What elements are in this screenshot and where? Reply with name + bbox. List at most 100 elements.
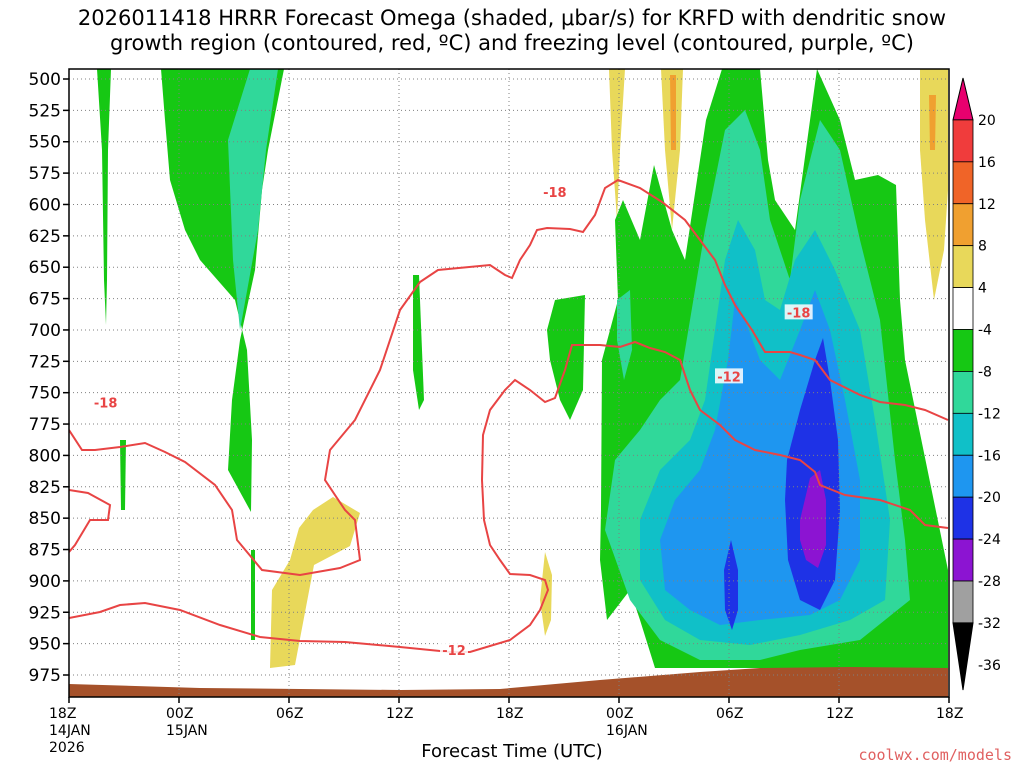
- contour-labels: -18 -18 -18 -12 -12: [91, 183, 813, 659]
- x-tick-label: 12Z: [826, 706, 853, 722]
- colorbar-label: -4: [978, 323, 992, 339]
- colorbar-segment: [952, 245, 974, 288]
- contour-minus12-lower: [69, 340, 949, 653]
- colorbar-label: -16: [978, 448, 1001, 464]
- colorbar-bottom-arrow: [952, 622, 974, 691]
- omega-band-yellow-1: [270, 497, 360, 668]
- contour-label: -18: [94, 397, 118, 412]
- colorbar-label: -32: [978, 616, 1001, 632]
- x-tick-label: 00Z: [166, 706, 193, 722]
- omega-shading: [69, 69, 948, 697]
- contour-minus18-left: [69, 178, 949, 577]
- x-tick-label: 06Z: [276, 706, 303, 722]
- y-tick-label: 750: [29, 384, 61, 404]
- contour-label: -12: [442, 644, 466, 659]
- colorbar-label: 4: [978, 281, 987, 297]
- colorbar-segment: [952, 287, 974, 330]
- contour-label-bg: [715, 368, 743, 384]
- y-tick-label: 975: [29, 666, 61, 686]
- contour-label-bg: [540, 183, 569, 199]
- omega-band-green-thin1: [413, 275, 424, 410]
- colorbar-label: -24: [978, 532, 1001, 548]
- x-axis-label: Forecast Time (UTC): [421, 741, 603, 762]
- title-line-1: 2026011418 HRRR Forecast Omega (shaded, …: [77, 6, 947, 30]
- colorbar-label: -12: [978, 406, 1001, 422]
- x-tick-label: 18Z: [49, 706, 76, 722]
- omega-band-green-thin2: [120, 440, 126, 510]
- omega-band-darkblue-low: [724, 540, 738, 630]
- colorbar-label: 8: [978, 239, 987, 255]
- omega-band-teal-left: [228, 69, 278, 330]
- colorbar-segment: [952, 412, 974, 456]
- colorbar-label: -20: [978, 490, 1001, 506]
- contour-minus18-left-lower: [69, 489, 112, 553]
- contour-label-bg: [440, 641, 468, 657]
- omega-band-teal-side: [617, 290, 632, 380]
- contour-label-bg: [784, 304, 813, 320]
- x-tick-label: 12Z: [386, 706, 413, 722]
- x-tick-label: 14JAN: [49, 723, 91, 739]
- dendritic-contours: [69, 178, 949, 653]
- grid-lines: [69, 69, 949, 697]
- y-tick-label: 550: [29, 133, 61, 153]
- x-tick-label: 15JAN: [166, 723, 208, 739]
- omega-band-yellow-3: [609, 69, 625, 220]
- colorbar-top-arrow: [952, 77, 974, 121]
- y-tick-label: 925: [29, 603, 61, 623]
- colorbar-segment: [952, 371, 974, 414]
- colorbar-label: -8: [978, 364, 992, 380]
- y-axis: 500 525 550 575 600 625 650 675 700 725 750 775 800 8…: [29, 70, 69, 686]
- y-tick-label: 700: [29, 321, 61, 341]
- colorbar-segment: [952, 329, 974, 372]
- y-tick-label: 625: [29, 227, 61, 247]
- omega-band-green-thin3: [251, 550, 255, 640]
- colorbar: 20 16 12 8 4 -4 -8 -12 -16 -20 -24 -28 -32 -36: [952, 77, 1001, 691]
- y-tick-label: 800: [29, 446, 61, 466]
- omega-band-darkblue-main: [785, 338, 840, 610]
- y-tick-label: 525: [29, 101, 61, 121]
- omega-band-orange-4: [670, 75, 676, 150]
- y-tick-label: 575: [29, 164, 61, 184]
- x-tick-label: 06Z: [716, 706, 743, 722]
- y-tick-label: 500: [29, 70, 61, 90]
- y-tick-label: 600: [29, 195, 61, 215]
- x-tick-label: 18Z: [496, 706, 523, 722]
- y-tick-label: 900: [29, 572, 61, 592]
- omega-band-green-left: [97, 69, 111, 325]
- colorbar-segment: [952, 119, 974, 163]
- x-tick-label: 16JAN: [606, 723, 648, 739]
- contour-label: -18: [543, 186, 567, 201]
- y-tick-label: 650: [29, 258, 61, 278]
- contour-label: -12: [717, 370, 741, 385]
- colorbar-label: 16: [978, 155, 996, 171]
- omega-band-yellow-5: [920, 69, 948, 300]
- colorbar-segment: [952, 203, 974, 247]
- x-tick-label: 00Z: [606, 706, 633, 722]
- colorbar-label: 20: [978, 113, 996, 129]
- y-tick-label: 725: [29, 352, 61, 372]
- colorbar-segment: [952, 161, 974, 205]
- colorbar-label: -28: [978, 574, 1001, 590]
- omega-band-green-side: [547, 295, 585, 420]
- omega-band-orange-5: [929, 95, 936, 150]
- y-tick-label: 850: [29, 509, 61, 529]
- y-tick-label: 675: [29, 290, 61, 310]
- omega-band-purple-core: [800, 470, 826, 568]
- contour-label-bg: [91, 394, 120, 410]
- y-tick-label: 825: [29, 478, 61, 498]
- colorbar-segment: [952, 454, 974, 498]
- chart-title: 2026011418 HRRR Forecast Omega (shaded, …: [0, 6, 1024, 56]
- y-tick-label: 775: [29, 415, 61, 435]
- x-tick-label: 18Z: [936, 706, 963, 722]
- colorbar-label: -36: [978, 658, 1001, 674]
- contour-label: -18: [787, 306, 811, 321]
- y-tick-label: 950: [29, 635, 61, 655]
- colorbar-label: 12: [978, 197, 996, 213]
- credit-text: coolwx.com/models: [858, 746, 1012, 764]
- x-tick-label: 2026: [49, 740, 85, 756]
- colorbar-segment: [952, 538, 974, 582]
- colorbar-segment: [952, 580, 974, 624]
- title-line-2: growth region (contoured, red, ºC) and f…: [110, 31, 914, 55]
